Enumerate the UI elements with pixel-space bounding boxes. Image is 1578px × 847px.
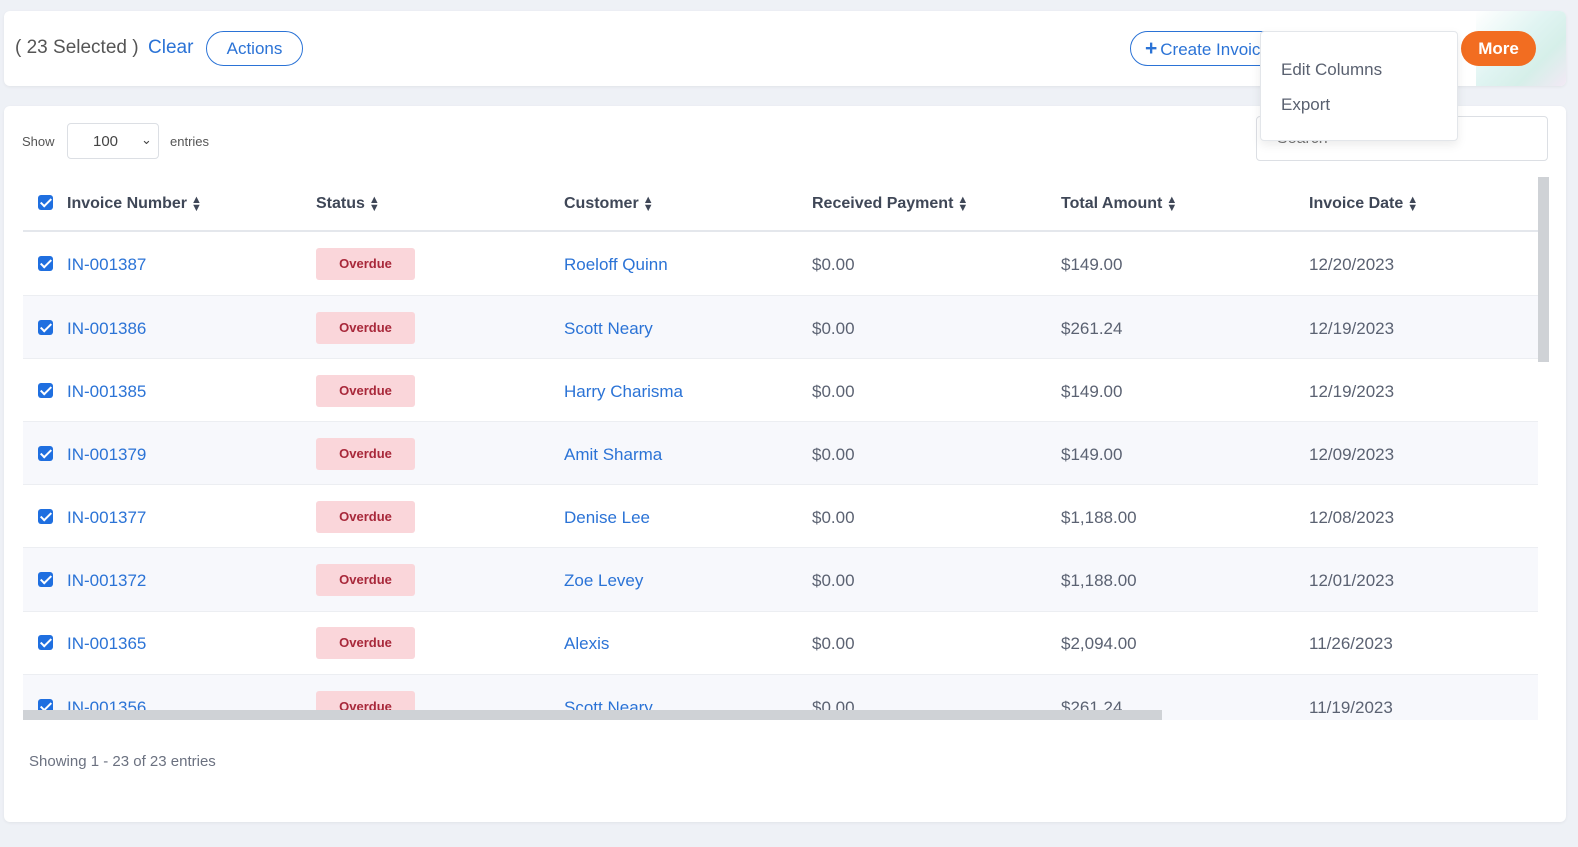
table-row: IN-001386 Overdue Scott Neary $0.00 $261… <box>23 296 1538 359</box>
sort-icon: ▲ ▼ <box>1166 193 1178 214</box>
invoice-date-cell: 11/19/2023 <box>1309 698 1393 717</box>
create-invoice-label: Create Invoice <box>1160 39 1270 59</box>
table-row: IN-001385 Overdue Harry Charisma $0.00 $… <box>23 359 1538 422</box>
table-row: IN-001372 Overdue Zoe Levey $0.00 $1,188… <box>23 548 1538 612</box>
customer-link[interactable]: Harry Charisma <box>564 382 684 401</box>
chevron-down-icon: ⌄ <box>141 132 152 147</box>
received-payment-cell: $0.00 <box>812 255 855 274</box>
received-payment-cell: $0.00 <box>812 571 855 590</box>
row-checkbox[interactable] <box>38 509 53 524</box>
column-header-label: Invoice Date <box>1309 195 1404 212</box>
select-all-checkbox[interactable] <box>38 195 53 210</box>
customer-link[interactable]: Scott Neary <box>564 319 653 338</box>
invoice-table-card: Show 100 ⌄ entries Invoice Number▲▼ Stat… <box>4 106 1566 822</box>
invoice-date-cell: 12/08/2023 <box>1309 508 1395 527</box>
total-amount-cell: $149.00 <box>1061 255 1123 274</box>
customer-link[interactable]: Alexis <box>564 634 610 653</box>
column-header-label: Total Amount <box>1061 195 1163 212</box>
total-amount-cell: $261.24 <box>1061 319 1123 338</box>
total-amount-cell: $149.00 <box>1061 445 1123 464</box>
column-header-label: Status <box>316 195 365 212</box>
sort-icon: ▲ ▼ <box>191 193 202 214</box>
sort-icon: ▲ ▼ <box>1407 193 1419 214</box>
selected-count: ( 23 Selected ) <box>15 37 139 58</box>
entries-label: entries <box>170 134 210 149</box>
plus-icon: + <box>1145 36 1158 60</box>
row-checkbox[interactable] <box>38 383 53 398</box>
invoice-date-cell: 12/19/2023 <box>1309 319 1395 338</box>
customer-link[interactable]: Roeloff Quinn <box>564 255 668 274</box>
sort-icon: ▲ ▼ <box>642 193 654 214</box>
entries-per-page-select[interactable]: 100 ⌄ <box>67 123 159 159</box>
table-row: IN-001365 Overdue Alexis $0.00 $2,094.00… <box>23 612 1538 675</box>
row-checkbox[interactable] <box>38 635 53 650</box>
column-header-total-amount[interactable]: Total Amount ▲ ▼ <box>1061 193 1178 214</box>
invoice-number-link[interactable]: IN-001386 <box>67 319 147 338</box>
column-header-label: Customer <box>564 195 639 212</box>
total-amount-cell: $1,188.00 <box>1061 571 1137 590</box>
row-checkbox[interactable] <box>38 256 53 271</box>
more-dropdown-menu: Edit Columns Export <box>1260 31 1458 141</box>
table-row: IN-001379 Overdue Amit Sharma $0.00 $149… <box>23 422 1538 485</box>
actions-button[interactable]: Actions <box>206 31 303 66</box>
vertical-scrollbar[interactable] <box>1538 177 1549 362</box>
received-payment-cell: $0.00 <box>812 445 855 464</box>
horizontal-scrollbar[interactable] <box>23 710 1162 720</box>
sort-icon: ▲ ▼ <box>368 193 380 214</box>
invoice-table: Invoice Number ▲ ▼ Status ▲ ▼ Customer ▲ ▼ Rec… <box>23 177 1549 720</box>
invoice-date-cell: 11/26/2023 <box>1309 634 1393 653</box>
status-badge: Overdue <box>316 564 415 596</box>
row-checkbox[interactable] <box>38 572 53 587</box>
invoice-number-link[interactable]: IN-001379 <box>67 445 147 464</box>
invoice-date-cell: 12/09/2023 <box>1309 445 1395 464</box>
table-header-row: Invoice Number ▲ ▼ Status ▲ ▼ Customer ▲ ▼ Rec… <box>23 177 1538 232</box>
column-header-invoice-date[interactable]: Invoice Date ▲ ▼ <box>1309 193 1419 214</box>
invoice-date-cell: 12/01/2023 <box>1309 571 1395 590</box>
customer-link[interactable]: Denise Lee <box>564 508 651 527</box>
invoice-number-link[interactable]: IN-001385 <box>67 382 147 401</box>
table-row: IN-001377 Overdue Denise Lee $0.00 $1,18… <box>23 485 1538 548</box>
status-badge: Overdue <box>316 312 415 344</box>
entries-select-value: 100 <box>93 133 119 150</box>
received-payment-cell: $0.00 <box>812 634 855 653</box>
menu-item-edit-columns[interactable]: Edit Columns <box>1281 60 1383 79</box>
invoice-date-cell: 12/20/2023 <box>1309 255 1395 274</box>
invoice-number-link[interactable]: IN-001365 <box>67 634 147 653</box>
column-header-status[interactable]: Status ▲ ▼ <box>316 193 380 214</box>
clear-selection-link[interactable]: Clear <box>148 37 194 58</box>
pagination-info: Showing 1 - 23 of 23 entries <box>29 753 216 770</box>
invoice-number-link[interactable]: IN-001372 <box>67 571 147 590</box>
status-badge: Overdue <box>316 627 415 659</box>
status-badge: Overdue <box>316 438 415 470</box>
customer-link[interactable]: Zoe Levey <box>564 571 644 590</box>
invoice-date-cell: 12/19/2023 <box>1309 382 1395 401</box>
column-header-label: Invoice Number <box>67 195 188 212</box>
invoice-number-link[interactable]: IN-001387 <box>67 255 147 274</box>
column-header-label: Received Payment <box>812 195 954 212</box>
received-payment-cell: $0.00 <box>812 508 855 527</box>
status-badge: Overdue <box>316 375 415 407</box>
show-label: Show <box>22 134 55 149</box>
total-amount-cell: $1,188.00 <box>1061 508 1137 527</box>
invoice-number-link[interactable]: IN-001377 <box>67 508 147 527</box>
menu-item-export[interactable]: Export <box>1281 95 1331 114</box>
column-header-invoice-number[interactable]: Invoice Number ▲ ▼ <box>67 193 202 214</box>
row-checkbox[interactable] <box>38 320 53 335</box>
total-amount-cell: $2,094.00 <box>1061 634 1137 653</box>
status-badge: Overdue <box>316 248 415 280</box>
column-header-received-payment[interactable]: Received Payment ▲ ▼ <box>812 193 969 214</box>
customer-link[interactable]: Amit Sharma <box>564 445 663 464</box>
row-checkbox[interactable] <box>38 446 53 461</box>
received-payment-cell: $0.00 <box>812 382 855 401</box>
received-payment-cell: $0.00 <box>812 319 855 338</box>
more-button[interactable]: More <box>1461 31 1536 66</box>
column-header-customer[interactable]: Customer ▲ ▼ <box>564 193 654 214</box>
total-amount-cell: $149.00 <box>1061 382 1123 401</box>
sort-icon: ▲ ▼ <box>957 193 969 214</box>
table-row: IN-001387 Overdue Roeloff Quinn $0.00 $1… <box>23 232 1538 296</box>
status-badge: Overdue <box>316 501 415 533</box>
